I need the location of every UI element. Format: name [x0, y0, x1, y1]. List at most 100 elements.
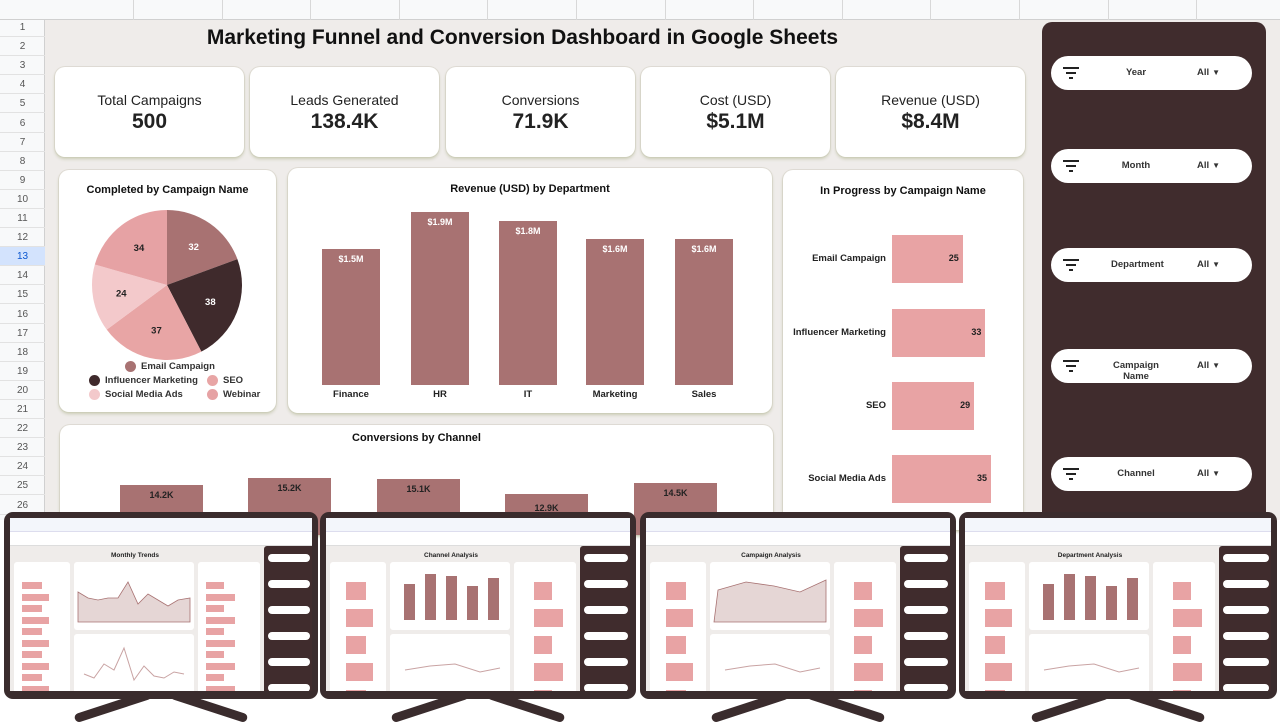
preview-filter [584, 580, 628, 588]
preview-bar [854, 636, 872, 654]
preview-bar [1173, 582, 1191, 600]
row-number[interactable]: 6 [0, 114, 45, 133]
pie-chart: 32 38 37 24 34 [92, 210, 243, 360]
column-header-cell[interactable] [134, 0, 223, 20]
row-number[interactable]: 18 [0, 343, 45, 362]
row-number[interactable]: 10 [0, 190, 45, 209]
x-axis-label: HR [433, 389, 447, 400]
filter-value[interactable]: All ▼ [1197, 67, 1220, 78]
row-number[interactable]: 15 [0, 285, 45, 305]
filter-campaign-name[interactable]: Campaign Name All ▼ [1051, 349, 1252, 383]
filter-channel[interactable]: Channel All ▼ [1051, 457, 1252, 491]
row-number[interactable]: 20 [0, 381, 45, 400]
row-number[interactable]: 9 [0, 171, 45, 190]
filter-value[interactable]: All ▼ [1197, 160, 1220, 171]
kpi-value: $8.4M [901, 110, 960, 133]
column-header-cell[interactable] [1108, 0, 1198, 20]
column-header-bar [0, 0, 1280, 20]
filter-value[interactable]: All ▼ [1197, 468, 1220, 479]
legend-swatch [89, 375, 100, 386]
preview-line-chart [1043, 663, 1140, 673]
row-number[interactable]: 5 [0, 94, 45, 114]
kpi-label: Leads Generated [290, 92, 399, 108]
caret-down-icon: ▼ [1212, 161, 1221, 170]
pie-data-label: 34 [134, 243, 145, 254]
preview-monitor-4[interactable]: Department Analysis [959, 512, 1277, 699]
filter-value-text: All [1197, 259, 1210, 270]
preview-bar [22, 628, 42, 635]
column-header-cell[interactable] [311, 0, 400, 20]
row-number[interactable]: 17 [0, 324, 45, 343]
filter-value[interactable]: All ▼ [1197, 259, 1220, 270]
filter-value-text: All [1197, 67, 1210, 78]
row-number[interactable]: 24 [0, 457, 45, 477]
row-number[interactable]: 4 [0, 75, 45, 95]
filter-year[interactable]: Year All ▼ [1051, 56, 1252, 90]
preview-monitor-3[interactable]: Campaign Analysis [640, 512, 956, 699]
column-header-cell[interactable] [488, 0, 577, 20]
pie-data-label: 37 [151, 325, 162, 336]
row-number[interactable]: 16 [0, 305, 45, 324]
preview-card [74, 634, 194, 691]
kpi-card: Cost (USD) $5.1M [641, 67, 830, 157]
row-number[interactable]: 13 [0, 247, 45, 267]
preview-bar [22, 662, 49, 670]
filter-icon [1063, 259, 1079, 274]
preview-bar [534, 636, 552, 654]
y-axis-label: Influencer Marketing [793, 327, 886, 338]
row-number[interactable]: 1 [0, 18, 45, 37]
row-number[interactable]: 7 [0, 133, 45, 152]
column-header-cell[interactable] [665, 0, 755, 20]
column-header-cell[interactable] [399, 0, 489, 20]
bar-data-label: 12.9K [534, 503, 559, 513]
column-header-cell[interactable] [577, 0, 666, 20]
column-header-cell[interactable] [931, 0, 1020, 20]
row-number[interactable]: 8 [0, 152, 45, 171]
preview-filter [584, 554, 628, 562]
column-header-cell[interactable] [1020, 0, 1109, 20]
filter-icon [1063, 160, 1079, 175]
legend-label: Webinar [223, 389, 261, 400]
preview-filter [584, 632, 628, 640]
filter-value-text: All [1197, 160, 1210, 171]
filter-department[interactable]: Department All ▼ [1051, 248, 1252, 282]
row-number[interactable]: 11 [0, 209, 45, 228]
preview-bar [22, 685, 49, 691]
preview-card [198, 562, 260, 691]
column-header-cell[interactable] [45, 0, 134, 20]
bar-data-label: $1.5M [338, 253, 364, 264]
preview-filter [1223, 684, 1269, 691]
row-number[interactable]: 25 [0, 476, 45, 496]
y-axis-label: SEO [865, 400, 886, 411]
column-header-cell[interactable] [1197, 0, 1280, 20]
column-header-cell[interactable] [842, 0, 932, 20]
pie-data-label: 32 [188, 242, 199, 253]
row-header-bar: 1 2 3 4 5 6 7 8 9 10 11 12 13 14 15 16 17 18 19 20 21 22 23 24 2… [0, 20, 45, 520]
bar-data-label: 14.2K [149, 490, 174, 501]
column-header-cell[interactable] [754, 0, 843, 20]
preview-title: Campaign Analysis [741, 552, 801, 559]
row-number[interactable]: 14 [0, 266, 45, 286]
caret-down-icon: ▼ [1212, 68, 1221, 77]
column-header-cell[interactable] [222, 0, 312, 20]
row-number[interactable]: 2 [0, 37, 45, 57]
row-number[interactable]: 3 [0, 56, 45, 76]
legend-label: Influencer Marketing [105, 375, 198, 386]
preview-filter [584, 684, 628, 691]
kpi-card: Leads Generated 138.4K [250, 67, 439, 157]
preview-bar [346, 609, 373, 627]
preview-monitor-1[interactable]: Monthly Trends [4, 512, 318, 699]
row-number[interactable]: 19 [0, 362, 45, 381]
preview-filter [1223, 658, 1269, 666]
preview-filter [1223, 632, 1269, 640]
preview-bar [206, 593, 235, 601]
filter-month[interactable]: Month All ▼ [1051, 149, 1252, 183]
row-number[interactable]: 12 [0, 228, 45, 248]
filter-label: Channel [1117, 468, 1155, 479]
preview-card [390, 562, 510, 630]
row-number[interactable]: 21 [0, 400, 45, 419]
filter-value[interactable]: All ▼ [1197, 360, 1220, 371]
row-number[interactable]: 23 [0, 438, 45, 458]
row-number[interactable]: 22 [0, 419, 45, 439]
preview-monitor-2[interactable]: Channel Analysis [320, 512, 636, 699]
